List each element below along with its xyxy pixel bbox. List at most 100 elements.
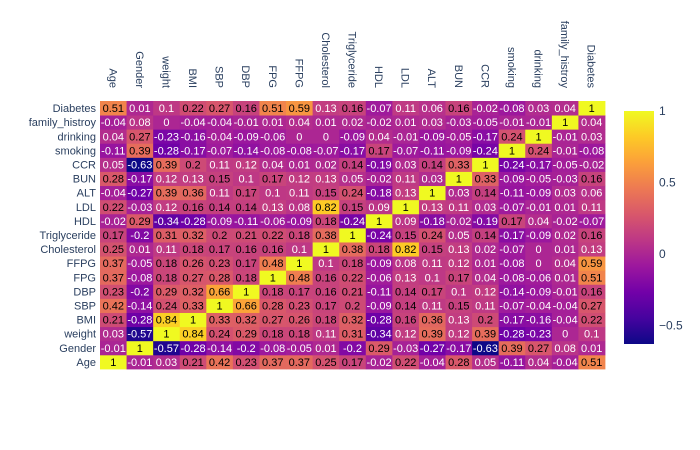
heatmap-cell-label: 0.25 [315,357,336,369]
heatmap-cell-label: 0.2 [345,301,360,313]
heatmap-cell-label: 0.33 [182,301,203,313]
heatmap-cell-label: 1 [456,174,462,186]
heatmap-cell [179,312,207,328]
heatmap-cell [206,129,234,144]
heatmap-cell-label: -0.17 [127,174,152,186]
heatmap-cell [339,284,367,299]
heatmap-cell [525,213,553,229]
heatmap-cell-label: -0.07 [499,301,524,313]
heatmap-cell [312,256,340,271]
heatmap-cell [100,256,127,271]
heatmap-cell [100,242,127,257]
heatmap-cell-label: -0.01 [553,286,578,298]
heatmap-cell-label: 0.02 [342,117,363,129]
heatmap-cell [578,171,606,187]
heatmap-cell [286,242,314,257]
heatmap-cell [498,326,526,342]
heatmap-cell-label: -0.02 [446,216,471,228]
heatmap-cell-label: -0.01 [526,202,551,214]
heatmap-cell [525,157,553,172]
heatmap-cell-label: 1 [163,329,169,341]
heatmap-cell [578,101,606,116]
heatmap-cell [525,256,553,271]
heatmap-cell [365,143,393,158]
y-tick-label: FPG [73,272,96,284]
heatmap-cell-label: 0.29 [235,329,256,341]
heatmap-cell [100,213,127,229]
x-tick-label: HDL [372,66,384,88]
heatmap-cell-label: 0.27 [262,315,283,327]
heatmap-cell [418,326,446,342]
heatmap-cell-label: 0.37 [103,258,124,270]
heatmap-cell-label: 0.24 [342,188,363,200]
heatmap-cell [578,242,606,257]
heatmap-cell-label: 0.21 [103,315,124,327]
colorbar-tick-labels: −0.5 0 0.5 1 [659,104,683,332]
heatmap-cell [498,242,526,257]
y-tick-label: Triglyceride [40,230,96,242]
x-tick-label: CCR [478,64,490,88]
heatmap-cell-label: -0.28 [499,329,524,341]
heatmap-cell-label: 0.16 [182,202,203,214]
heatmap-cell [153,157,181,172]
heatmap-cell [551,242,579,257]
heatmap-cells [100,101,606,370]
heatmap-cell-label: -0.03 [446,117,471,129]
heatmap-cell [472,354,500,370]
heatmap-cell [126,256,154,271]
heatmap-cell-label: -0.11 [500,357,524,369]
heatmap-cell [259,326,287,342]
heatmap-cell-label: 0.04 [368,131,389,143]
heatmap-cell-label: 0.04 [103,131,124,143]
heatmap-cell-label: 0.04 [289,117,310,129]
heatmap-cell [232,199,260,215]
heatmap-cell-label: 0.27 [528,343,549,355]
heatmap-cell [100,340,127,356]
y-tick-label: SBP [74,301,96,313]
heatmap-cell [153,115,181,130]
heatmap-cell-label: 0.18 [156,258,177,270]
heatmap-cell [365,129,393,144]
heatmap-cell-label: -0.03 [553,174,578,186]
heatmap-cell [392,270,420,285]
heatmap-cell-label: 0.1 [265,188,280,200]
heatmap-cell-label: 0.03 [103,329,124,341]
heatmap-cell [286,101,314,116]
x-tick-label: Age [106,68,118,88]
heatmap-cell-label: -0.14 [499,286,524,298]
heatmap-cell [365,256,393,271]
heatmap-cell-label: 0.17 [342,357,363,369]
heatmap-cell [365,157,393,172]
heatmap-cell [153,242,181,257]
heatmap-cell [525,143,553,158]
heatmap-cell-label: 0.84 [156,315,177,327]
heatmap-cell-label: -0.04 [180,117,205,129]
heatmap-cell [259,284,287,299]
heatmap-cell-label: -0.2 [343,343,362,355]
y-tick-label: FFPG [67,258,96,270]
heatmap-cell [365,284,393,299]
heatmap-cell-label: -0.04 [553,301,578,313]
colorbar-tick-label: 1 [659,104,666,118]
heatmap-cell-label: 0.32 [342,315,363,327]
heatmap-cell-label: 0.04 [581,117,602,129]
heatmap-cell [100,157,127,172]
x-tick-label: FFPG [292,59,304,88]
x-tick-label: Diabetes [585,45,597,89]
heatmap-cell [206,227,234,243]
heatmap-cell-label: -0.09 [234,131,259,143]
heatmap-cell [445,256,473,271]
heatmap-cell-label: 0.18 [315,216,336,228]
colorbar-tick-label: 0.5 [659,175,676,189]
heatmap-cell-label: -0.02 [367,174,392,186]
heatmap-cell [232,213,260,229]
heatmap-cell [392,227,420,243]
heatmap-cell [259,256,287,271]
heatmap-cell-label: 0.18 [156,272,177,284]
heatmap-cell [445,101,473,116]
heatmap-cell-label: -0.08 [499,258,524,270]
heatmap-cell [312,298,340,313]
heatmap-cell-label: -0.17 [526,159,551,171]
heatmap-cell-label: 0 [535,244,541,256]
heatmap-cell-label: -0.02 [553,216,578,228]
